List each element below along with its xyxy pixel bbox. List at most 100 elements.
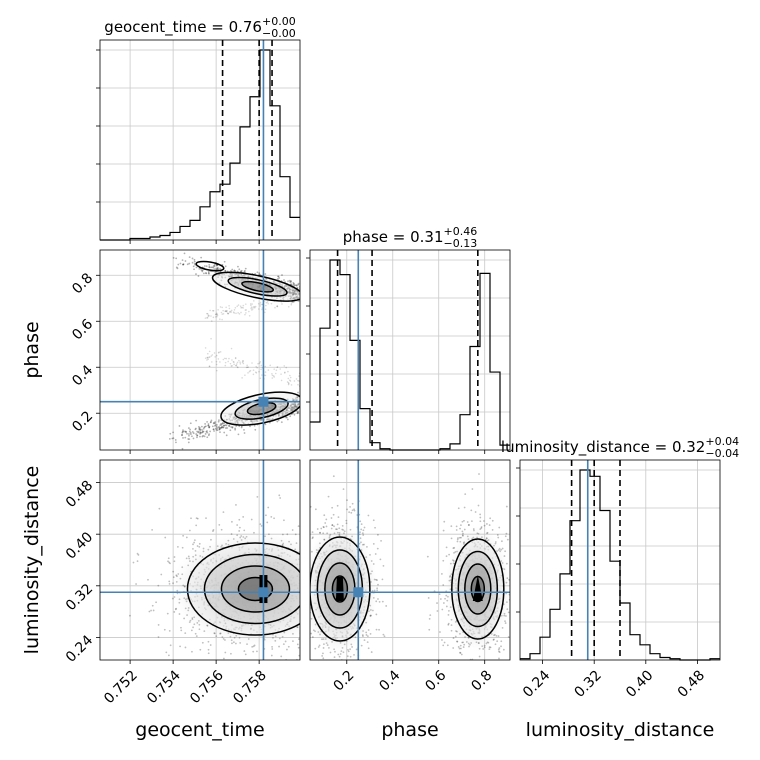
- sample-point: [252, 306, 254, 308]
- sample-point: [213, 352, 216, 354]
- sample-point: [208, 426, 211, 429]
- sample-point: [360, 497, 362, 499]
- sample-point: [470, 520, 473, 523]
- sample-point: [183, 252, 186, 255]
- sample-point: [243, 432, 246, 434]
- sample-point: [252, 308, 254, 310]
- sample-point: [300, 407, 302, 409]
- sample-point: [219, 351, 222, 353]
- sample-point: [302, 402, 304, 404]
- sample-point: [308, 567, 310, 569]
- sample-point: [474, 664, 476, 666]
- sample-point: [219, 431, 221, 433]
- sample-point: [455, 529, 458, 531]
- sample-point: [180, 626, 182, 629]
- sample-point: [272, 375, 275, 377]
- sample-point: [312, 685, 314, 687]
- sample-point: [230, 365, 233, 367]
- sample-point: [212, 428, 215, 431]
- sample-point: [236, 270, 239, 273]
- sample-point: [325, 525, 328, 528]
- sample-point: [458, 647, 461, 650]
- sample-point: [179, 645, 181, 648]
- sample-point: [169, 432, 172, 435]
- y-axis-label: luminosity_distance: [21, 466, 43, 655]
- sample-point: [465, 669, 467, 671]
- sample-point: [201, 430, 204, 433]
- panel-frame: [519, 459, 721, 661]
- sample-point: [212, 528, 215, 531]
- y-tick-label: 0.24: [63, 632, 96, 665]
- sample-point: [302, 550, 304, 552]
- sample-point: [190, 517, 192, 520]
- sample-point: [304, 621, 306, 623]
- sample-point: [444, 597, 446, 600]
- sample-point: [197, 425, 200, 428]
- sample-point: [225, 310, 227, 313]
- sample-point: [219, 267, 221, 270]
- sample-point: [281, 274, 283, 276]
- sample-point: [205, 265, 208, 268]
- sample-point: [199, 428, 202, 431]
- sample-point: [176, 545, 179, 548]
- sample-point: [195, 273, 197, 275]
- y-tick-label: 0.4: [69, 362, 96, 389]
- sample-point: [252, 373, 255, 376]
- sample-point: [498, 650, 500, 653]
- sample-point: [281, 303, 283, 305]
- contour-level: [241, 280, 275, 293]
- sample-point: [135, 583, 137, 585]
- sample-point: [290, 280, 292, 282]
- sample-point: [237, 433, 240, 436]
- sample-point: [221, 422, 224, 425]
- sample-point: [223, 357, 226, 360]
- sample-point: [243, 650, 246, 652]
- sample-point: [214, 421, 217, 423]
- sample-point: [231, 359, 233, 361]
- sample-point: [306, 567, 308, 569]
- sample-point: [376, 547, 379, 550]
- sample-point: [302, 602, 304, 604]
- sample-point: [206, 431, 209, 434]
- sample-point: [302, 287, 304, 289]
- sample-point: [208, 272, 210, 275]
- sample-point: [498, 647, 501, 649]
- sample-point: [201, 435, 204, 438]
- sample-point: [360, 528, 363, 531]
- sample-point: [292, 283, 295, 286]
- sample-point: [521, 586, 523, 588]
- sample-point: [181, 447, 184, 450]
- sample-point: [222, 358, 225, 361]
- sample-point: [226, 309, 228, 312]
- sample-point: [243, 529, 246, 532]
- sample-point: [207, 315, 210, 318]
- contours-time-phase: [195, 260, 300, 426]
- sample-point: [265, 514, 267, 517]
- sample-point: [228, 357, 230, 360]
- sample-point: [442, 529, 445, 532]
- sample-point: [252, 650, 255, 653]
- sample-point: [301, 400, 303, 402]
- sample-point: [172, 437, 175, 440]
- sample-point: [223, 422, 226, 424]
- sample-point: [306, 642, 308, 644]
- sample-point: [212, 309, 214, 312]
- sample-point: [468, 669, 470, 671]
- y-tick-label: 0.40: [63, 529, 96, 562]
- sample-point: [242, 360, 244, 362]
- sample-point: [304, 528, 306, 530]
- sample-point: [450, 629, 453, 632]
- sample-point: [214, 424, 216, 427]
- sample-point: [188, 433, 190, 435]
- sample-point: [214, 427, 217, 430]
- sample-point: [350, 660, 352, 662]
- sample-point: [192, 437, 195, 440]
- sample-point: [224, 651, 227, 654]
- sample-point: [207, 314, 210, 316]
- sample-point: [488, 648, 491, 651]
- sample-point: [240, 425, 243, 428]
- sample-point: [216, 268, 219, 271]
- sample-point: [305, 642, 307, 644]
- sample-point: [199, 432, 202, 435]
- sample-point: [469, 676, 471, 678]
